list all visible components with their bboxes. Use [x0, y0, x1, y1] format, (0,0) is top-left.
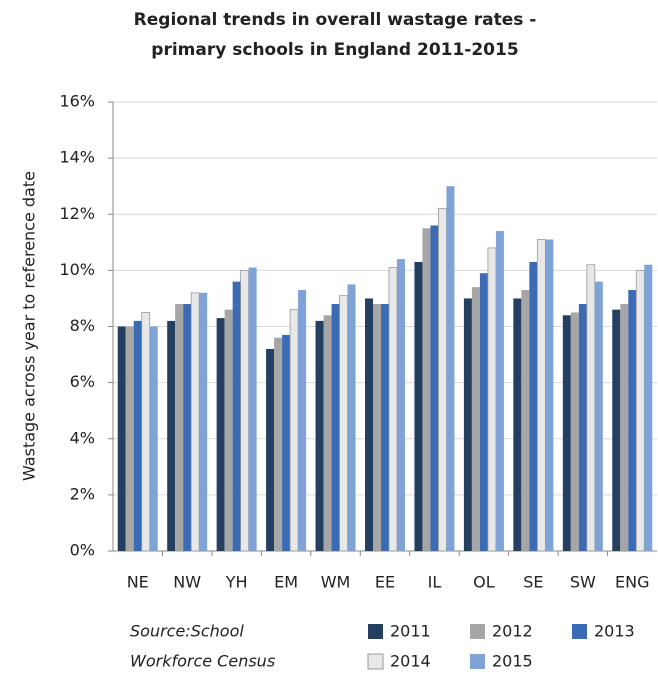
legend-label: 2015	[492, 652, 533, 671]
bar	[438, 208, 447, 552]
legend-swatch	[572, 624, 587, 639]
bar	[183, 304, 192, 551]
bar	[125, 326, 134, 551]
bar	[397, 259, 405, 551]
x-tick-label: OL	[473, 573, 495, 592]
bar	[216, 318, 225, 551]
bar	[586, 264, 596, 552]
bar	[199, 292, 208, 551]
legend-label: 2011	[390, 622, 431, 641]
legend-swatch	[470, 624, 485, 639]
chart-title: Regional trends in overall wastage rates…	[134, 10, 537, 30]
y-tick-label: 14%	[59, 148, 95, 167]
bar	[471, 287, 480, 551]
y-axis-label: Wastage across year to reference date	[20, 171, 39, 481]
bar	[463, 298, 472, 551]
bar	[513, 298, 522, 551]
legend-label: 2013	[594, 622, 635, 641]
bar	[117, 326, 126, 551]
bar	[628, 290, 637, 551]
bar	[190, 292, 200, 552]
bar	[175, 304, 184, 551]
bar	[388, 267, 398, 552]
bar	[446, 186, 455, 551]
bar	[414, 261, 423, 551]
legend-swatch	[368, 624, 383, 639]
source-note: Workforce Census	[130, 652, 275, 671]
y-tick-label: 6%	[70, 372, 95, 391]
y-tick-label: 0%	[70, 541, 95, 560]
bar	[298, 290, 307, 551]
bar	[529, 261, 538, 551]
bar	[479, 273, 488, 551]
x-tick-label: EM	[274, 573, 298, 592]
bar	[347, 284, 356, 551]
bar	[167, 320, 176, 551]
legend-swatch	[367, 653, 384, 670]
bar	[644, 264, 653, 551]
legend-swatch	[470, 654, 485, 669]
bar	[248, 267, 257, 551]
x-tick-label: NE	[127, 573, 149, 592]
y-tick-label: 4%	[70, 428, 95, 447]
x-tick-label: WM	[321, 573, 351, 592]
y-tick-label: 2%	[70, 484, 95, 503]
x-tick-label: EE	[375, 573, 395, 592]
source-note: Source:School	[130, 622, 244, 641]
bar	[562, 315, 571, 551]
x-tick-label: SE	[523, 573, 543, 592]
x-tick-label: NW	[173, 573, 201, 592]
x-tick-label: IL	[428, 573, 442, 592]
bar	[149, 326, 158, 551]
bar	[224, 309, 233, 551]
bar	[373, 304, 381, 551]
bar	[133, 320, 142, 551]
bar	[289, 309, 299, 552]
bar	[536, 239, 546, 552]
chart-title: primary schools in England 2011-2015	[151, 40, 518, 60]
y-tick-label: 8%	[70, 316, 95, 335]
bar	[315, 320, 324, 551]
bar	[430, 225, 439, 551]
legend-label: 2014	[390, 652, 431, 671]
bar	[495, 231, 504, 551]
bar	[365, 298, 373, 551]
bar	[612, 309, 621, 551]
bar	[620, 304, 629, 551]
bar	[282, 334, 291, 551]
legend-label: 2012	[492, 622, 533, 641]
x-tick-label: YH	[225, 573, 248, 592]
bar	[274, 337, 283, 551]
bar	[521, 290, 530, 551]
bar	[422, 228, 431, 551]
bar	[339, 295, 348, 552]
bar	[323, 315, 332, 551]
bar	[266, 348, 275, 551]
bar	[331, 304, 340, 551]
y-tick-label: 12%	[59, 204, 95, 223]
bar	[594, 281, 603, 551]
bar	[635, 269, 645, 552]
bar	[578, 304, 587, 551]
bar	[141, 312, 151, 552]
y-tick-label: 16%	[59, 92, 95, 111]
bar	[232, 281, 241, 551]
bar	[240, 269, 250, 552]
bar	[545, 239, 554, 551]
x-tick-label: ENG	[615, 573, 649, 592]
y-tick-label: 10%	[59, 260, 95, 279]
bar	[381, 304, 389, 551]
bar	[487, 247, 497, 552]
x-tick-label: SW	[570, 573, 596, 592]
bar	[570, 312, 579, 551]
